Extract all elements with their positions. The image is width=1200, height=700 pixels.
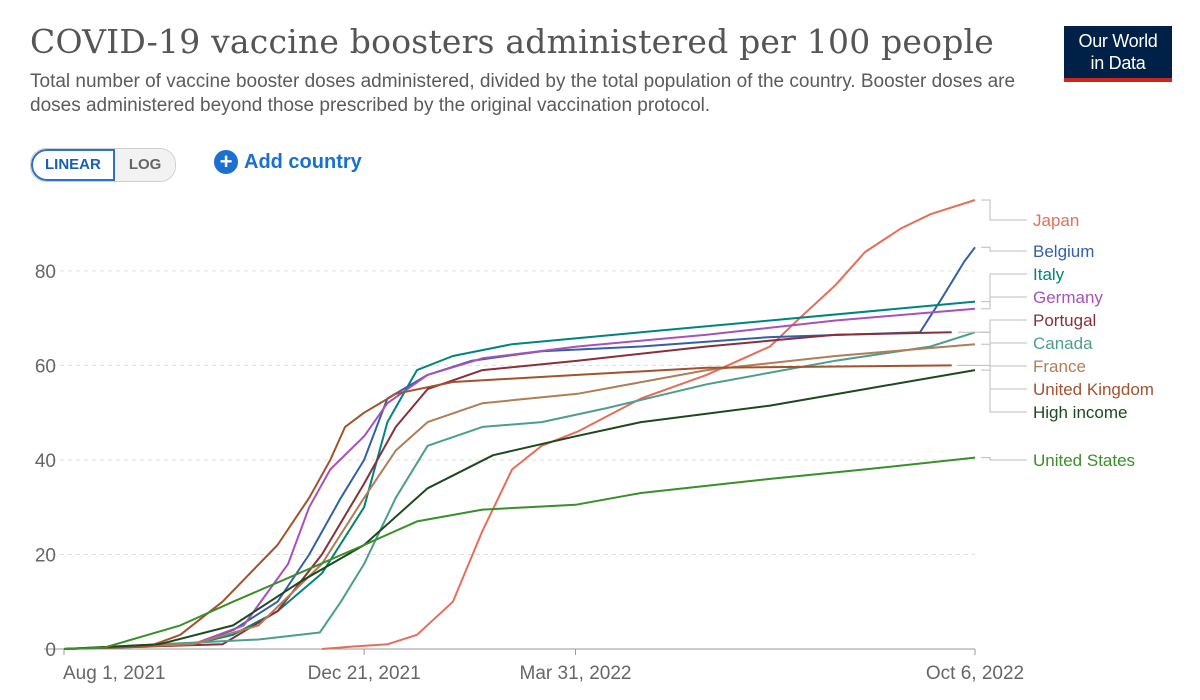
legend-label-united-states: United States (1033, 451, 1135, 470)
scale-toggle: LINEAR LOG (30, 148, 177, 182)
series-line-united-kingdom (63, 364, 952, 650)
series-line-canada (63, 331, 976, 650)
logo-line-1: Our World (1078, 31, 1158, 51)
legend-label-germany: Germany (1033, 288, 1103, 307)
legend-label-united-kingdom: United Kingdom (1033, 380, 1154, 399)
x-tick-label: Dec 21, 2021 (308, 663, 421, 684)
y-tick-label: 40 (35, 451, 56, 472)
legend-connector-belgium (981, 246, 1027, 252)
series-line-high-income (63, 369, 976, 650)
series-line-germany (63, 307, 976, 650)
legend-label-high-income: High income (1033, 403, 1128, 422)
legend-label-belgium: Belgium (1033, 242, 1094, 261)
legend-connector-germany (981, 296, 1027, 310)
x-tick-label: Mar 31, 2022 (520, 663, 632, 684)
x-tick-label: Oct 6, 2022 (926, 663, 1024, 684)
legend-connector-japan (981, 199, 1027, 221)
y-tick-label: 0 (45, 640, 56, 661)
series-line-france (63, 343, 976, 650)
log-scale-button[interactable]: LOG (114, 149, 176, 181)
legend-connector-united-kingdom (957, 364, 1027, 390)
legend-connector-portugal (957, 319, 1027, 333)
chart-subtitle: Total number of vaccine booster doses ad… (30, 71, 1016, 116)
legend-connector-high-income (981, 369, 1027, 413)
logo-line-2: in Data (1090, 53, 1146, 73)
legend-label-japan: Japan (1033, 211, 1079, 230)
series-line-italy (63, 300, 976, 650)
chart-title: COVID-19 vaccine boosters administered p… (30, 22, 995, 61)
legend-connector-france (981, 343, 1027, 367)
y-tick-label: 20 (35, 545, 56, 566)
y-tick-label: 60 (35, 356, 56, 377)
add-country-button[interactable]: + Add country (214, 150, 362, 174)
add-country-label: Add country (244, 150, 362, 173)
series-line-japan (321, 199, 976, 650)
y-tick-label: 80 (35, 262, 56, 283)
owid-logo[interactable]: Our World in Data (1064, 26, 1172, 82)
legend-label-portugal: Portugal (1033, 311, 1096, 330)
x-tick-label: Aug 1, 2021 (63, 663, 165, 684)
plus-icon: + (214, 150, 238, 174)
legend-connector-united-states (981, 457, 1027, 461)
legend-connector-canada (981, 331, 1027, 344)
legend-label-italy: Italy (1033, 265, 1065, 284)
legend-label-france: France (1033, 357, 1086, 376)
legend-connector-italy (981, 273, 1027, 303)
legend-label-canada: Canada (1033, 334, 1093, 353)
series-line-united-states (63, 456, 976, 650)
linear-scale-button[interactable]: LINEAR (31, 149, 115, 181)
